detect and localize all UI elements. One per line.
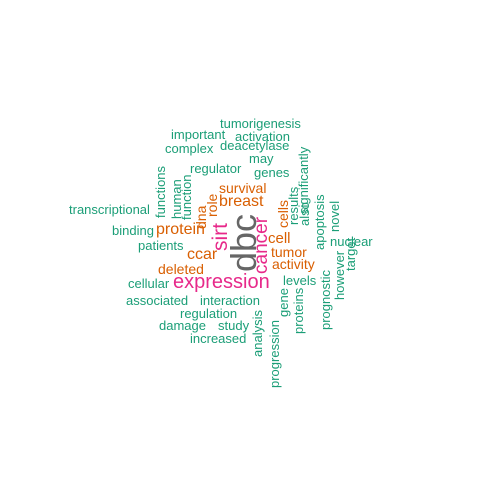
word-deacetylase: deacetylase <box>220 138 290 153</box>
word-novel: novel <box>327 200 342 232</box>
word-progression: progression <box>267 320 282 388</box>
word-regulation: regulation <box>180 306 238 321</box>
word-levels: levels <box>283 273 317 288</box>
word-nuclear: nuclear <box>330 234 373 249</box>
word-function: function <box>179 174 194 220</box>
word-functions: functions <box>153 165 168 218</box>
word-activation: activation <box>235 129 290 144</box>
word-damage: damage <box>159 318 206 333</box>
word-cancer: cancer <box>251 216 272 274</box>
word-ccar: ccar <box>187 246 218 263</box>
word-significantly: significantly <box>296 146 311 214</box>
word-survival: survival <box>219 180 267 196</box>
word-study: study <box>218 318 250 333</box>
word-apoptosis: apoptosis <box>312 194 327 250</box>
word-dna: dna <box>193 205 209 229</box>
word-prognostic: prognostic <box>318 270 333 330</box>
word-important: important <box>171 127 226 142</box>
word-genes: genes <box>254 165 290 180</box>
word-deleted: deleted <box>158 261 204 277</box>
word-breast: breast <box>219 193 264 210</box>
word-activity: activity <box>272 256 315 272</box>
word-interaction: interaction <box>200 293 260 308</box>
word-increased: increased <box>190 331 247 346</box>
word-tumorigenesis: tumorigenesis <box>220 116 301 131</box>
word-complex: complex <box>165 141 214 156</box>
word-protein: protein <box>156 221 205 238</box>
word-regulator: regulator <box>190 161 242 176</box>
word-transcriptional: transcriptional <box>69 202 150 217</box>
word-binding: binding <box>112 223 154 238</box>
word-tumor: tumor <box>271 244 307 260</box>
word-proteins: proteins <box>291 287 306 334</box>
word-cell: cell <box>268 230 291 247</box>
word-may: may <box>249 151 274 166</box>
word-cellular: cellular <box>128 276 170 291</box>
word-patients: patients <box>138 238 184 253</box>
word-however: however <box>332 250 347 300</box>
word-analysis: analysis <box>250 310 265 357</box>
word-expression: expression <box>173 271 270 293</box>
word-gene: gene <box>276 288 291 317</box>
word-associated: associated <box>126 293 189 308</box>
